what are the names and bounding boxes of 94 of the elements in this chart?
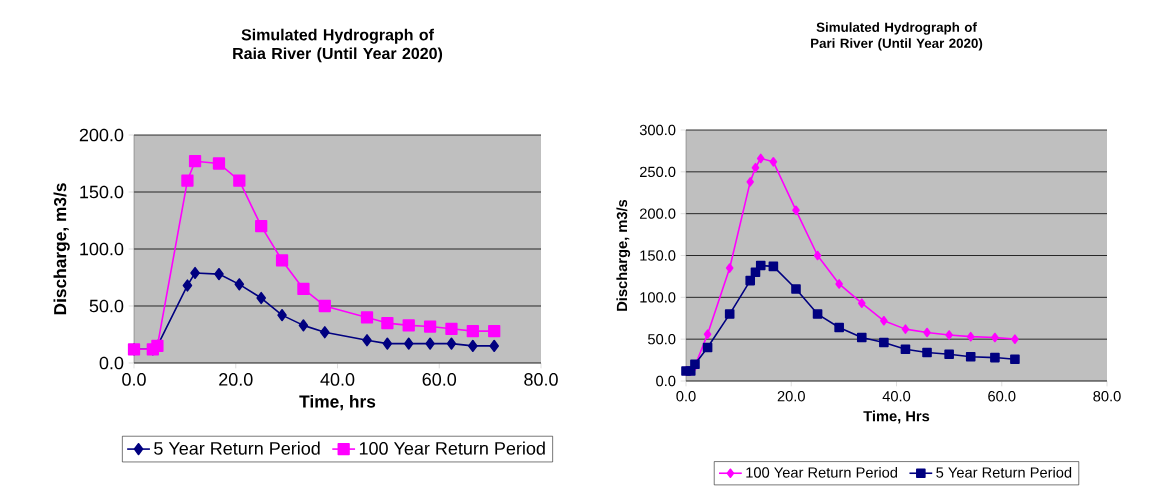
y-tick-label: 150.0 [640,250,676,261]
point [745,275,756,286]
y-tick-label: 250.0 [639,166,676,178]
point [277,308,287,322]
point [724,309,735,319]
chart-title: Simulated Hydrograph of Pari River (Until Year 2020) [811,22,983,51]
point [900,344,911,355]
point [275,254,289,267]
point [769,157,778,167]
y-tick-label: 200.0 [79,128,124,142]
point [188,155,202,168]
x-tick-label: 20.0 [777,391,805,402]
point [768,261,779,272]
point [381,316,394,330]
point [190,266,200,280]
x-tick-label: 0.0 [676,391,696,402]
point [725,263,734,273]
point [835,279,843,289]
point [791,284,801,294]
y-tick-label: 200.0 [639,208,676,219]
point [751,162,760,173]
point [856,332,867,343]
point [879,337,889,348]
point [382,337,393,350]
y-tick-label: 100.0 [80,242,124,256]
point [489,339,499,353]
y-tick-label: 50.0 [89,299,124,313]
point [360,311,374,324]
point [792,205,800,216]
y-tick-label: 150.0 [80,185,124,199]
x-tick-label: 20.0 [219,373,253,386]
point [402,319,415,332]
point [880,315,888,326]
point [813,250,822,261]
point [214,267,224,281]
point [468,339,478,353]
point [990,352,1000,363]
point [901,324,910,334]
x-axis-title: Time, hrs [299,394,376,411]
y-tick-label: 100.0 [640,292,676,303]
point [423,320,437,333]
point [446,337,457,350]
y-tick-label: 0.0 [99,356,124,370]
point [466,324,479,338]
point [1011,334,1019,344]
x-tick-label: 60.0 [422,373,457,386]
point [965,351,976,362]
x-tick-label: 80.0 [1093,391,1121,402]
y-axis-title: Discharge, m3/s [53,183,70,315]
x-tick-label: 80.0 [524,373,558,386]
point [212,157,226,170]
point [923,327,931,338]
point [425,337,435,350]
point [182,279,193,292]
x-tick-label: 40.0 [320,373,355,386]
x-tick-label: 40.0 [882,391,911,402]
point [403,337,414,350]
point [834,322,844,333]
point [922,347,932,358]
point [755,260,766,271]
x-axis-title: Time, Hrs [863,410,930,424]
point [233,174,246,187]
point [1010,354,1020,365]
point [234,278,245,291]
point [319,326,330,339]
x-tick-label: 0.0 [122,373,146,386]
point [255,220,268,233]
point [181,174,194,187]
y-tick-label: 50.0 [648,333,676,345]
point [297,282,310,296]
point [298,319,309,332]
legend-label: 5 Year Return Period [154,441,320,455]
point [945,330,953,340]
point [362,334,372,347]
point [702,342,713,353]
legend-label: 5 Year Return Period [936,466,1072,478]
y-tick-label: 300.0 [639,124,676,136]
point [756,153,765,164]
legend-label: 100 Year Return Period [746,466,898,478]
point [857,298,866,308]
point [318,299,331,313]
y-axis-title: Discharge, m3/s [616,199,631,311]
x-tick-label: 60.0 [988,391,1016,402]
point [703,329,712,339]
point [991,332,999,343]
legend-label: 100 Year Return Period [359,441,545,455]
point [445,322,458,335]
point [944,349,954,360]
point [746,177,755,187]
chart-title: Simulated Hydrograph of Raia River (Until Year 2020) [233,28,443,63]
point [966,331,975,342]
point [488,324,501,338]
point [812,309,823,319]
point [256,291,266,305]
